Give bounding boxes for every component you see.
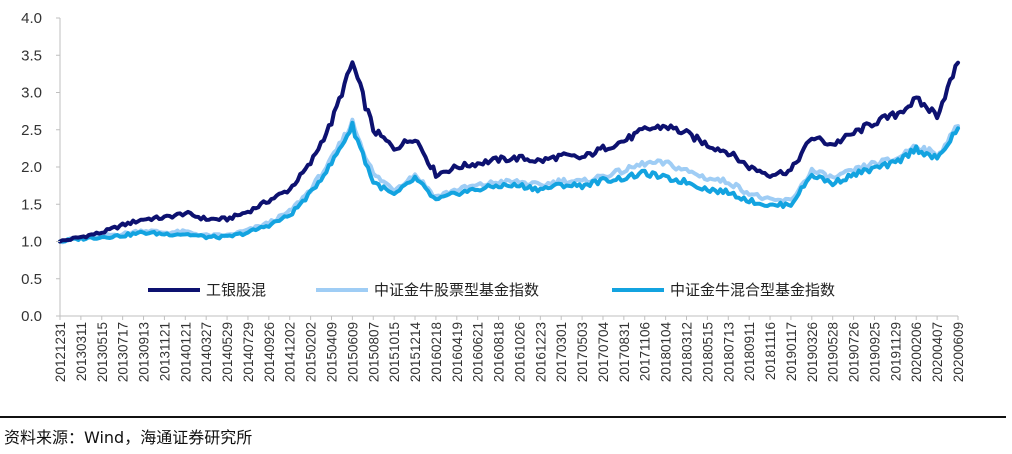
series-line-2 [58, 120, 960, 244]
x-tick-label: 20170301 [554, 322, 569, 382]
x-tick-label: 20181116 [763, 322, 778, 380]
x-tick-label: 20200206 [909, 322, 924, 382]
y-tick-label: 1.0 [21, 234, 42, 251]
x-tick-label: 20191129 [888, 322, 903, 381]
x-tick-label: 20151015 [387, 322, 402, 382]
x-tick-label: 20190117 [784, 322, 799, 381]
x-tick-label: 20130913 [137, 322, 152, 382]
x-tick-label: 20161026 [512, 322, 527, 382]
x-tick-label: 20121231 [53, 322, 68, 382]
chart-legend: 工银股混 中证金牛股票型基金指数 中证金牛混合型基金指数 [148, 281, 835, 299]
x-tick-label: 20170704 [596, 322, 611, 383]
x-tick-label: 20161223 [533, 322, 548, 382]
chart-tick-labels: 0.0 0.5 1.0 1.5 2.0 2.5 3.0 3.5 4.0 20121231 20130… [21, 10, 966, 382]
y-tick-label: 3.5 [21, 47, 42, 64]
x-tick-label: 20171106 [638, 322, 653, 381]
source-note: 资料来源：Wind，海通证券研究所 [4, 428, 253, 447]
y-tick-label: 2.0 [21, 159, 42, 176]
legend-label-0: 工银股混 [206, 281, 266, 299]
x-tick-label: 20140121 [178, 322, 193, 382]
x-tick-label: 20150807 [366, 322, 381, 382]
x-tick-label: 20140729 [241, 322, 256, 382]
x-tick-label: 20160621 [471, 322, 486, 382]
x-tick-label: 20131121 [157, 322, 172, 381]
x-tick-label: 20151214 [408, 322, 423, 383]
x-tick-label: 20180515 [700, 322, 715, 382]
legend-label-2: 中证金牛混合型基金指数 [670, 281, 835, 299]
x-tick-label: 20180713 [721, 322, 736, 382]
chart-series-lines [58, 60, 960, 245]
x-tick-label: 20130515 [95, 322, 110, 382]
legend-label-1: 中证金牛股票型基金指数 [374, 281, 539, 299]
chart-axes [59, 18, 958, 317]
footer-rule [0, 416, 1006, 418]
x-tick-label: 20190726 [847, 322, 862, 382]
x-tick-label: 20141202 [283, 322, 298, 382]
x-tick-label: 20130311 [74, 322, 89, 381]
x-tick-label: 20140926 [262, 322, 277, 382]
x-tick-label: 20170503 [575, 322, 590, 382]
x-tick-label: 20140529 [220, 322, 235, 382]
x-tick-label: 20140327 [199, 322, 214, 382]
x-tick-label: 20200407 [930, 322, 945, 382]
y-tick-label: 0.5 [21, 271, 42, 288]
x-tick-label: 20160818 [492, 322, 507, 382]
y-tick-label: 3.0 [21, 85, 42, 102]
y-tick-label: 2.5 [21, 122, 42, 139]
x-tick-label: 20170831 [617, 322, 632, 382]
y-tick-label: 1.5 [21, 196, 42, 213]
x-tick-label: 20180104 [659, 322, 674, 383]
x-tick-label: 20150202 [304, 322, 319, 382]
series-line-0 [58, 60, 960, 244]
x-tick-label: 20180911 [742, 322, 757, 381]
y-tick-label: 0.0 [21, 308, 42, 325]
line-chart: 0.0 0.5 1.0 1.5 2.0 2.5 3.0 3.5 4.0 20121231 20130… [21, 10, 966, 382]
x-tick-label: 20190326 [805, 322, 820, 382]
x-tick-label: 20190528 [826, 322, 841, 382]
x-tick-label: 20190925 [867, 322, 882, 382]
x-tick-label: 20160419 [450, 322, 465, 382]
x-tick-label: 20180312 [680, 322, 695, 382]
x-tick-label: 20200609 [951, 322, 966, 382]
x-tick-label: 20150609 [345, 322, 360, 382]
x-tick-label: 20130717 [116, 322, 131, 382]
x-tick-label: 20150409 [324, 322, 339, 382]
y-tick-label: 4.0 [21, 10, 42, 27]
x-tick-label: 20160218 [429, 322, 444, 382]
